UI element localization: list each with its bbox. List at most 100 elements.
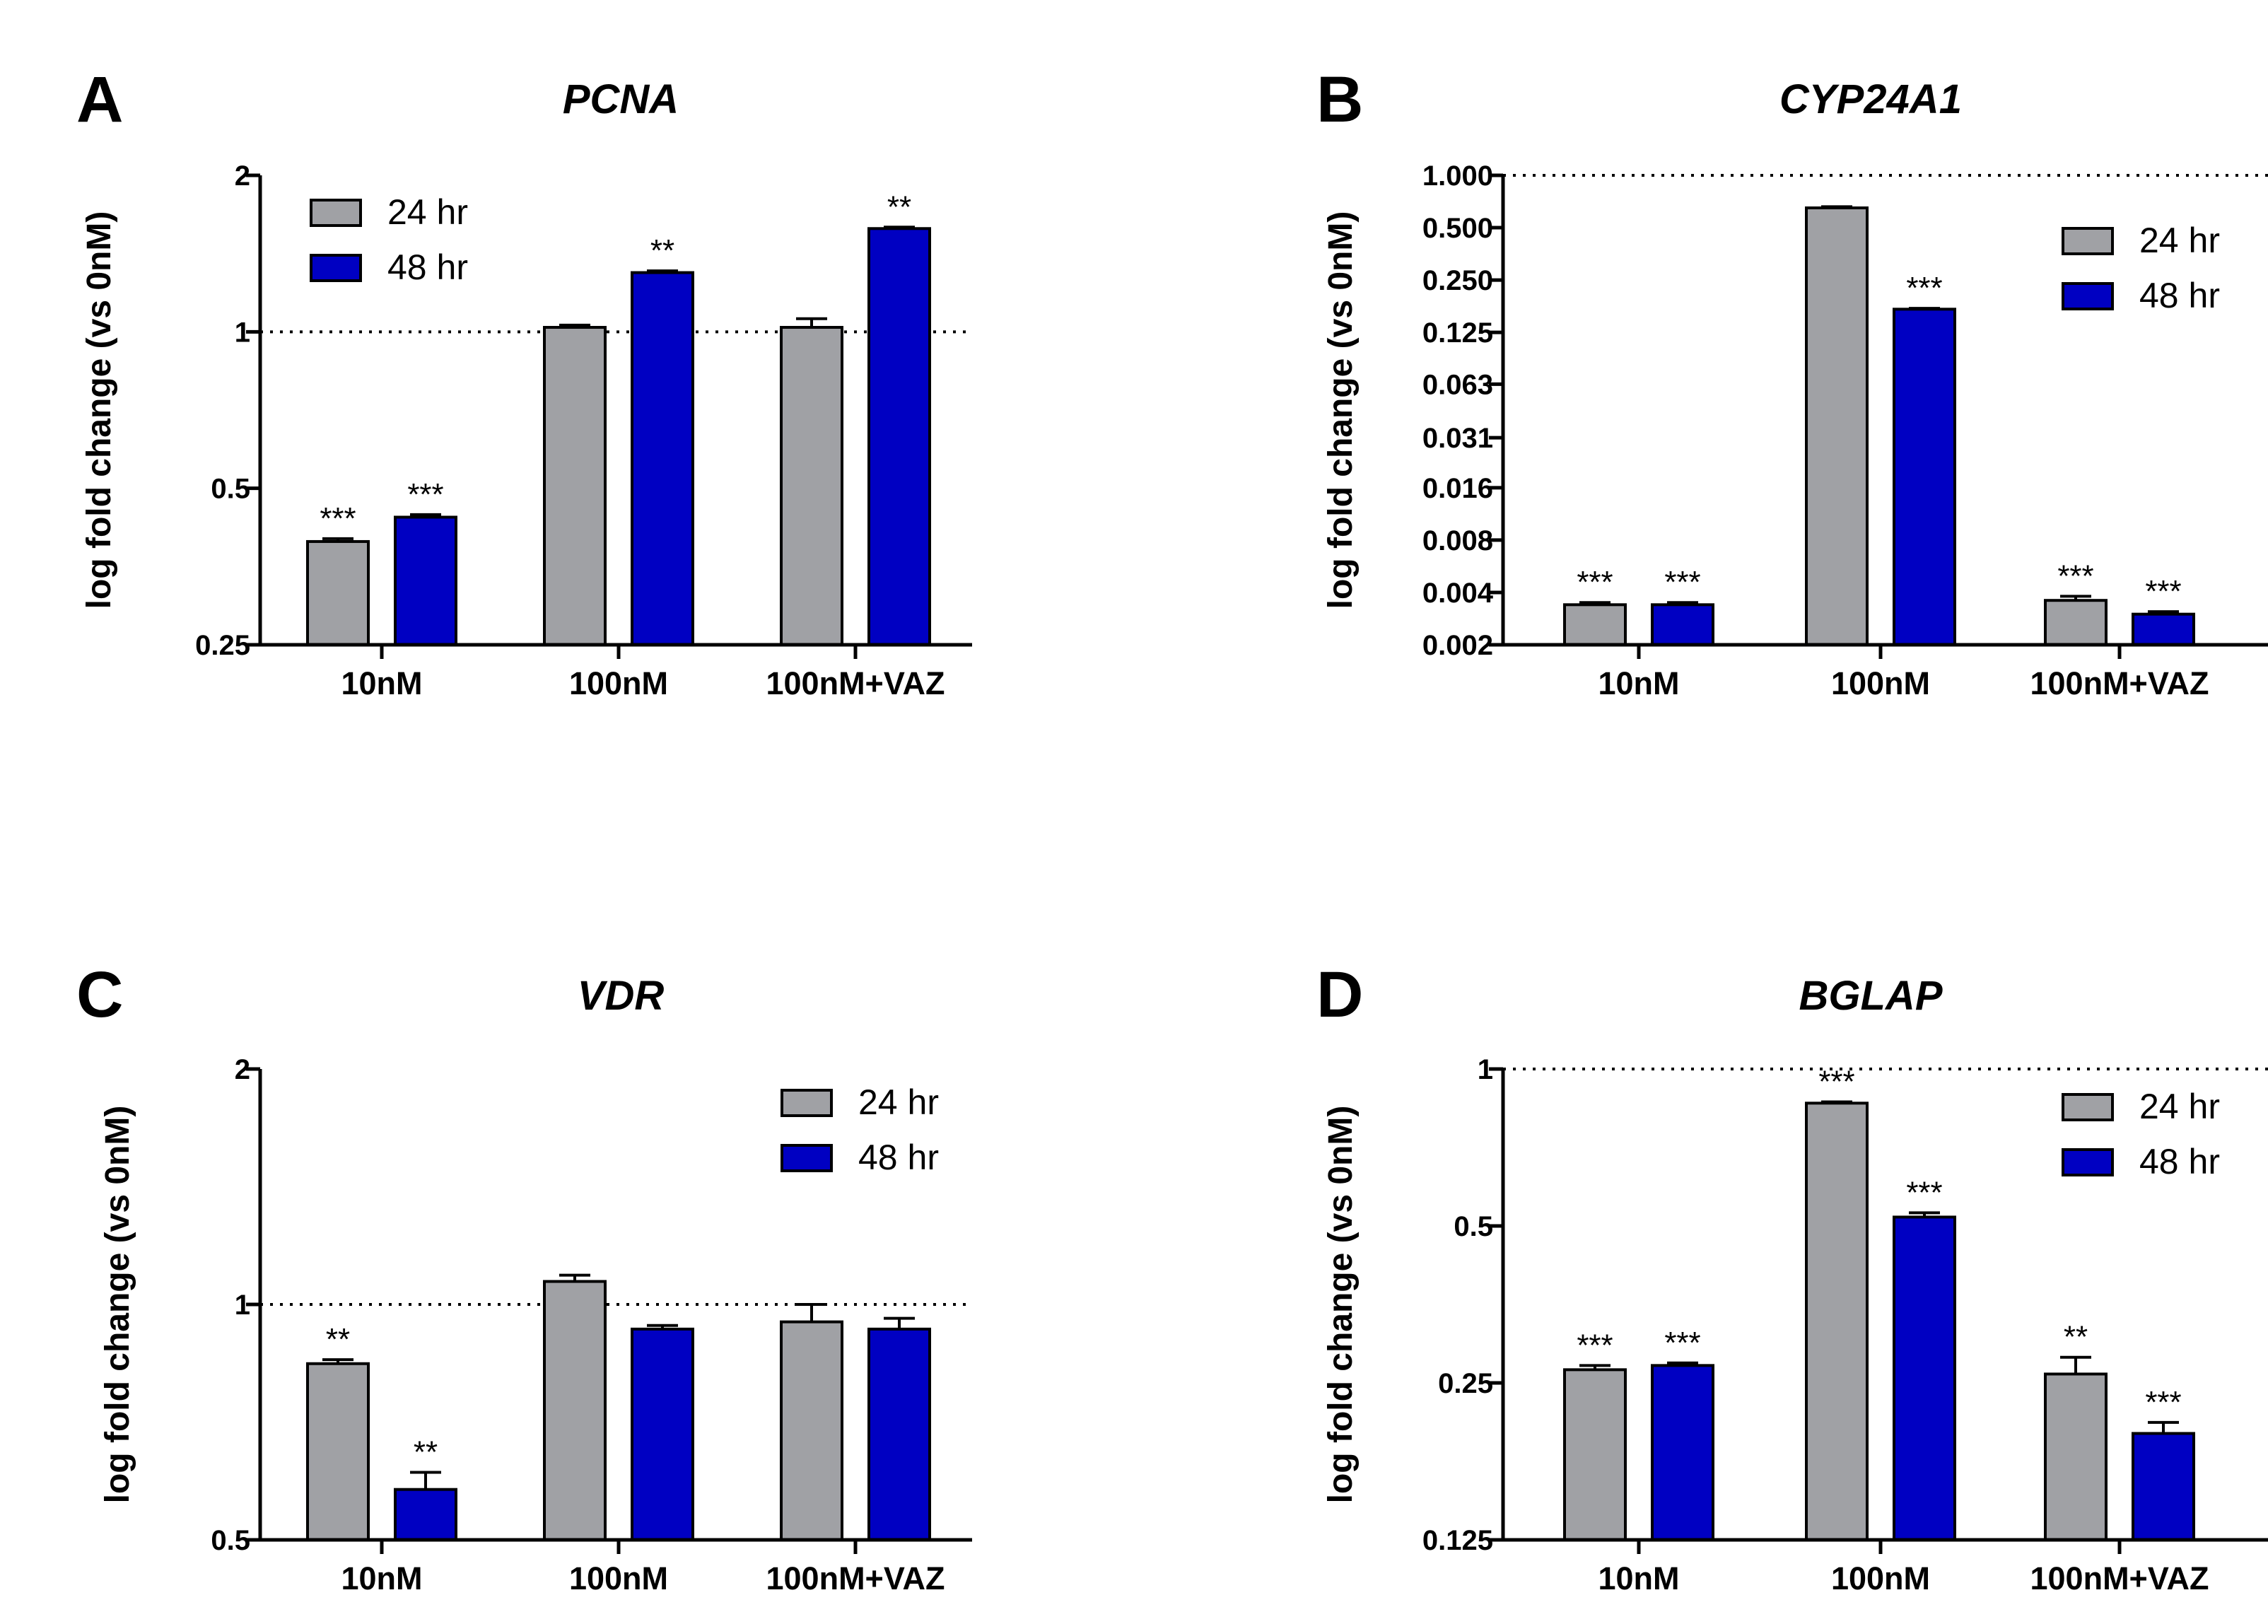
y-tick-label: 1 xyxy=(235,317,250,348)
significance-label: ** xyxy=(414,1435,438,1469)
bar xyxy=(631,271,694,646)
significance-label: ** xyxy=(326,1322,350,1357)
bar xyxy=(631,1327,694,1542)
bar xyxy=(2132,1432,2195,1541)
significance-label: *** xyxy=(320,501,356,536)
significance-label: *** xyxy=(1664,565,1700,600)
legend-swatch xyxy=(310,199,362,227)
significance-label: *** xyxy=(1906,1175,1942,1210)
x-tick-label: 10nM xyxy=(341,1560,422,1596)
panel-b: B CYP24A1 log fold change (vs 0nM) *** **… xyxy=(1316,64,2268,701)
x-tick-label: 100nM xyxy=(569,1560,668,1596)
bar xyxy=(543,326,607,646)
y-tick-label: 1 xyxy=(1478,1054,1493,1085)
y-tick-label: 0.008 xyxy=(1422,525,1493,556)
panel-letter: D xyxy=(1316,959,1363,1031)
y-tick-label: 2 xyxy=(235,160,250,192)
legend-label: 24 hr xyxy=(858,1082,939,1122)
bar xyxy=(1651,603,1714,646)
y-axis-label: log fold change (vs 0nM) xyxy=(81,211,118,609)
bar xyxy=(1651,1364,1714,1542)
y-tick-label: 0.5 xyxy=(211,1525,250,1556)
significance-label: ** xyxy=(650,233,674,268)
significance-label: *** xyxy=(1664,1326,1700,1360)
bar xyxy=(867,1327,931,1542)
y-tick-label: 0.25 xyxy=(195,630,250,661)
legend-swatch xyxy=(310,254,362,282)
bar xyxy=(2044,599,2108,647)
significance-label: *** xyxy=(2057,559,2093,593)
chart-title: CYP24A1 xyxy=(1779,76,1962,122)
legend-swatch xyxy=(2062,282,2114,310)
panel-letter: C xyxy=(76,959,123,1031)
legend: 24 hr 48 hr xyxy=(310,192,468,287)
bar xyxy=(1805,206,1869,646)
significance-label: *** xyxy=(1906,271,1942,305)
bar xyxy=(1805,1102,1869,1541)
significance-label: ** xyxy=(887,189,911,224)
y-axis-label: log fold change (vs 0nM) xyxy=(99,1106,136,1504)
x-tick-label: 100nM+VAZ xyxy=(2030,665,2209,701)
y-tick-label: 1 xyxy=(235,1290,250,1321)
significance-label: *** xyxy=(407,477,443,512)
legend-label: 48 hr xyxy=(858,1138,939,1177)
y-tick-label: 0.5 xyxy=(1454,1211,1493,1242)
x-tick-label: 100nM+VAZ xyxy=(766,665,945,701)
legend-label: 24 hr xyxy=(2139,221,2220,260)
bar xyxy=(1893,308,1956,646)
panel-letter: A xyxy=(76,64,123,136)
y-tick-label: 1.000 xyxy=(1422,160,1493,192)
y-axis-label: log fold change (vs 0nM) xyxy=(1322,211,1360,609)
panel-a: A PCNA log fold change (vs 0nM) ********… xyxy=(76,64,972,701)
plot-area: *** *** *** *** *** 0.002 0.004 0.008 0.016 0.031… xyxy=(1422,160,2268,701)
x-tick-label: 100nM+VAZ xyxy=(766,1560,945,1596)
y-tick-label: 0.500 xyxy=(1422,213,1493,244)
bar xyxy=(394,1488,457,1542)
legend-swatch xyxy=(2062,1093,2114,1121)
bar xyxy=(1893,1215,1956,1542)
legend-swatch xyxy=(781,1144,833,1172)
y-tick-label: 0.125 xyxy=(1422,317,1493,349)
significance-label: *** xyxy=(1577,1328,1613,1362)
y-tick-label: 0.063 xyxy=(1422,369,1493,400)
y-tick-label: 2 xyxy=(235,1054,250,1085)
bar xyxy=(2044,1372,2108,1542)
bar xyxy=(394,515,457,646)
chart-title: BGLAP xyxy=(1799,973,1943,1019)
x-tick-label: 100nM+VAZ xyxy=(2030,1560,2209,1596)
x-tick-label: 10nM xyxy=(341,665,422,701)
plot-area: ** ** 0.5 1 2 10nM 100nM 100nM+VAZ 24 hr 48 hr xyxy=(211,1054,972,1596)
y-tick-label: 0.25 xyxy=(1438,1368,1493,1399)
bar xyxy=(2132,612,2195,646)
y-tick-label: 0.5 xyxy=(211,474,250,505)
bar xyxy=(306,1362,370,1542)
significance-label: *** xyxy=(2145,574,2181,609)
y-tick-label: 0.125 xyxy=(1422,1525,1493,1556)
panel-c: C VDR log fold change (vs 0nM) ** ** 0.5 1 2… xyxy=(76,959,972,1596)
x-tick-label: 10nM xyxy=(1598,1560,1679,1596)
y-tick-label: 0.250 xyxy=(1422,265,1493,296)
bar xyxy=(780,1320,843,1542)
bar xyxy=(780,326,843,646)
legend-swatch xyxy=(781,1089,833,1117)
bar xyxy=(306,539,370,647)
y-axis-label: log fold change (vs 0nM) xyxy=(1322,1106,1360,1504)
bar xyxy=(1563,603,1627,646)
y-tick-label: 0.004 xyxy=(1422,578,1494,609)
x-tick-label: 10nM xyxy=(1598,665,1679,701)
bar xyxy=(867,227,931,646)
legend-label: 48 hr xyxy=(2139,276,2220,315)
legend-label: 48 hr xyxy=(2139,1142,2220,1181)
significance-label: *** xyxy=(1818,1064,1854,1099)
bar xyxy=(1563,1368,1627,1542)
x-tick-label: 100nM xyxy=(569,665,668,701)
significance-label: *** xyxy=(2145,1385,2181,1420)
chart-title: VDR xyxy=(578,973,665,1019)
legend-label: 24 hr xyxy=(2139,1087,2220,1126)
bar xyxy=(543,1280,607,1541)
panel-letter: B xyxy=(1316,64,1363,136)
chart-title: PCNA xyxy=(563,76,679,122)
